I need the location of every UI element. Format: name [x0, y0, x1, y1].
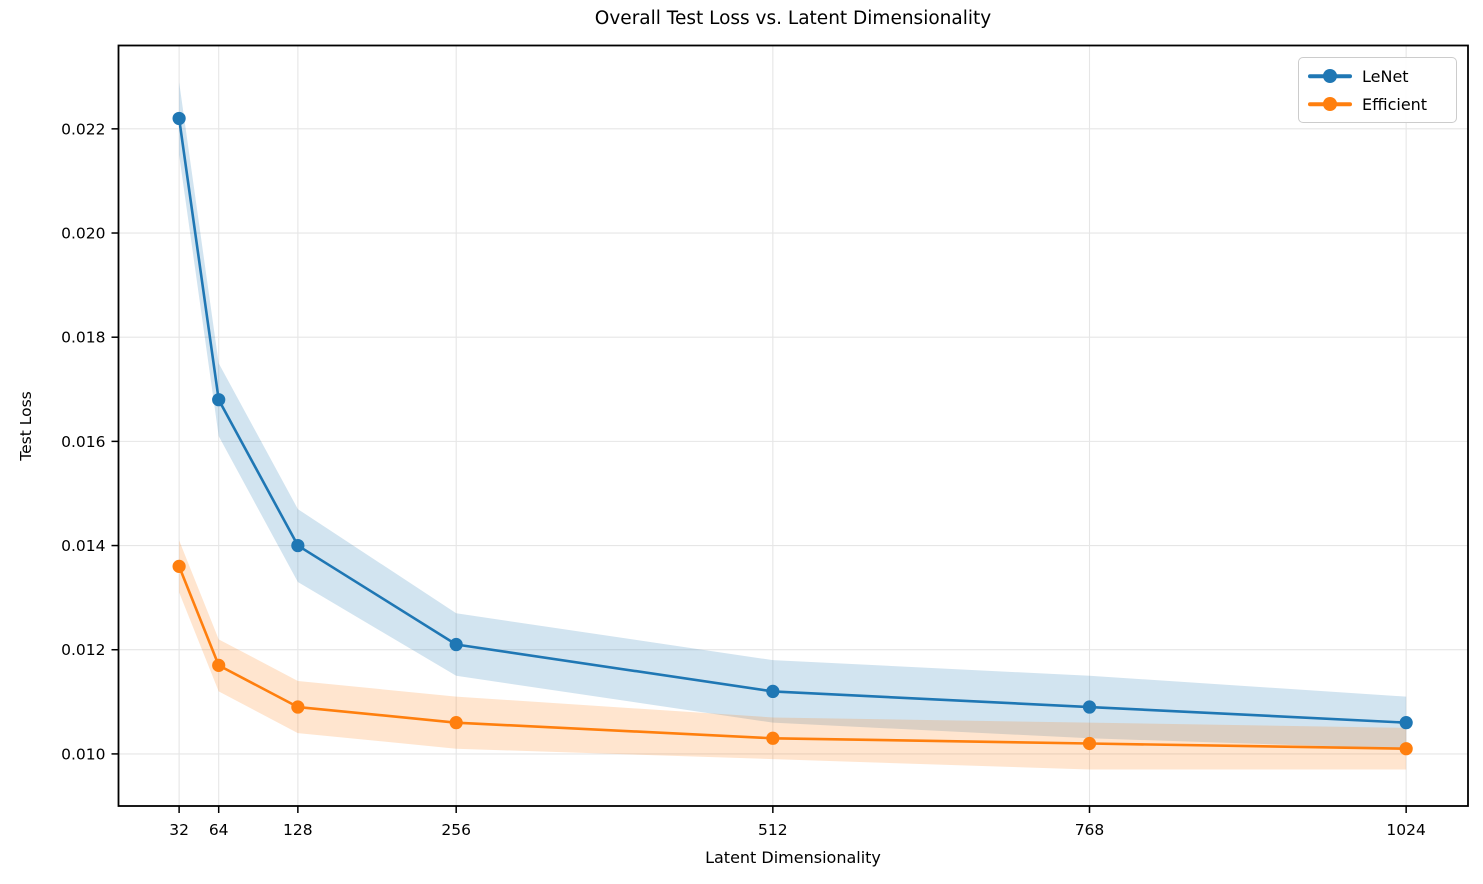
lenet-line	[177, 118, 1407, 724]
legend-item-label: Efficient	[1362, 94, 1428, 114]
efficient-line-marker-icon	[1308, 97, 1352, 111]
x-tick-label: 512	[758, 821, 788, 839]
lenet-marker	[212, 393, 226, 407]
lenet-marker	[1399, 716, 1413, 730]
x-tick-label: 32	[169, 821, 189, 839]
x-tick-label: 256	[441, 821, 471, 839]
chart-title: Overall Test Loss vs. Latent Dimensional…	[594, 8, 992, 29]
legend-item-efficient: Efficient	[1308, 93, 1446, 115]
x-tick-label: 128	[283, 821, 313, 839]
y-tick-label: 0.016	[61, 433, 105, 451]
y-tick-label: 0.010	[61, 745, 105, 763]
y-tick-label: 0.014	[61, 537, 105, 555]
efficient-marker	[212, 658, 226, 672]
efficient-marker	[1399, 742, 1413, 756]
lenet-marker	[1082, 700, 1097, 714]
efficient-marker	[449, 716, 463, 730]
x-tick-label: 64	[209, 821, 229, 839]
lenet-marker	[449, 637, 463, 652]
y-tick-label: 0.022	[61, 120, 105, 138]
x-axis-label: Latent Dimensionality	[705, 848, 881, 867]
legend: LeNet Efficient	[1298, 57, 1457, 123]
y-tick-label: 0.020	[61, 225, 105, 243]
lenet-marker	[172, 111, 186, 126]
legend-item-label: LeNet	[1362, 66, 1409, 86]
y-tick-label: 0.018	[61, 329, 105, 347]
efficient-marker	[1082, 736, 1097, 751]
efficient-marker	[766, 731, 780, 745]
efficient-marker	[172, 559, 186, 573]
x-tick-label: 1024	[1386, 821, 1425, 839]
legend-item-lenet: LeNet	[1308, 65, 1446, 87]
lenet-line-marker-icon	[1308, 69, 1352, 83]
efficient-band	[179, 540, 1407, 770]
y-axis-label: Test Loss	[17, 391, 35, 461]
lenet-marker	[291, 538, 305, 553]
lenet-band	[179, 81, 1407, 749]
x-tick-label: 768	[1075, 821, 1105, 839]
plot-border	[117, 44, 1469, 807]
efficient-marker	[291, 700, 305, 714]
y-tick-label: 0.012	[61, 641, 105, 659]
lenet-marker	[766, 684, 780, 699]
